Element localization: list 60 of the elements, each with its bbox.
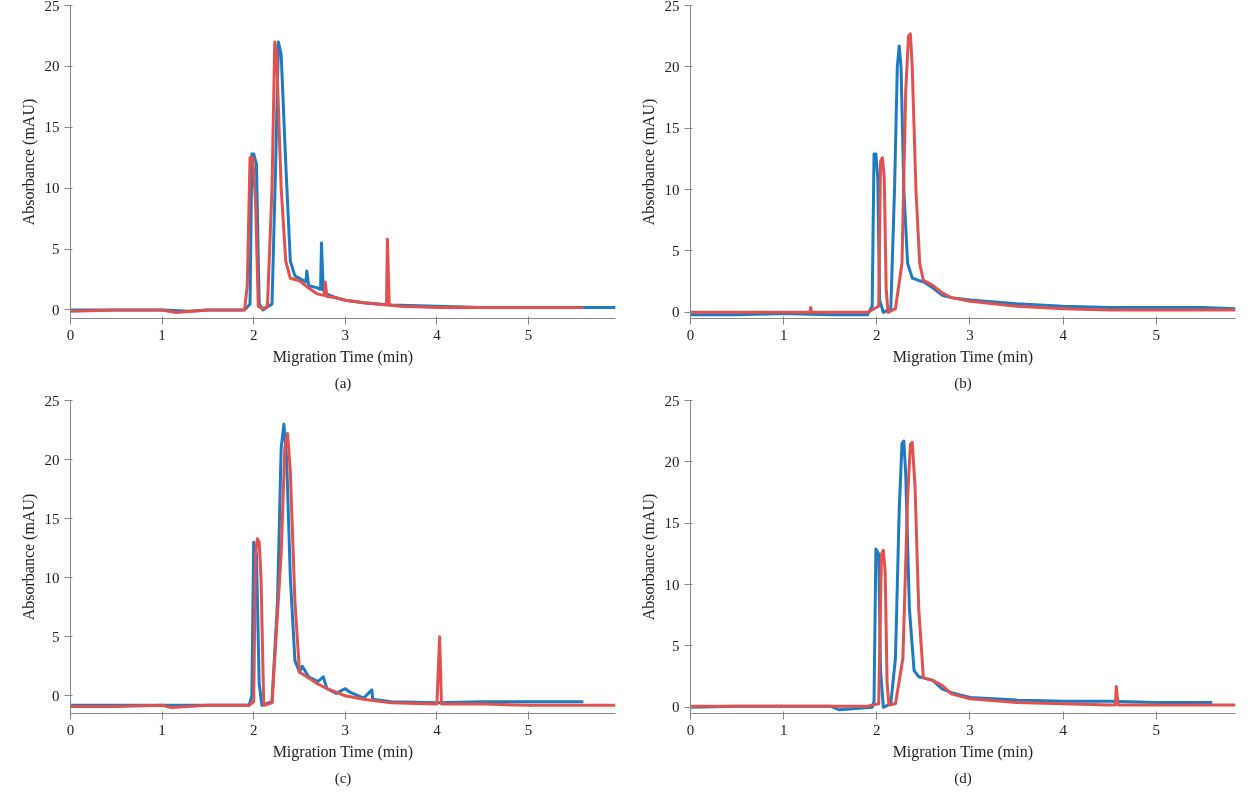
y-tick-label: 20 (664, 453, 680, 470)
x-tick-label: 0 (686, 326, 695, 343)
y-tick-label: 20 (664, 58, 680, 75)
text: (a) (334, 374, 352, 392)
text: (d) (954, 769, 972, 787)
y-tick-label: 5 (52, 241, 60, 258)
y-tick-label: 15 (44, 510, 60, 527)
y-tick-label: 10 (44, 569, 60, 586)
x-tick-label: 4 (1059, 326, 1068, 343)
x-tick-label: 5 (524, 721, 533, 738)
x-axis-title: Migration Time (min) (892, 742, 1034, 761)
x-tick-label: 3 (341, 721, 350, 738)
x-tick-label: 1 (158, 721, 166, 738)
x-tick-label: 5 (524, 326, 533, 343)
y-tick-label: 15 (664, 120, 680, 137)
y-axis-title: Absorbance (mAU) (19, 98, 38, 226)
y-tick-label: 25 (664, 0, 680, 14)
y-tick-label: 10 (664, 181, 680, 198)
y-tick-label: 10 (664, 576, 680, 593)
y-tick-label: 25 (44, 0, 60, 14)
y-tick-label: 25 (664, 392, 680, 409)
y-tick-label: 0 (52, 687, 60, 704)
x-tick-label: 5 (1152, 721, 1161, 738)
x-axis-title: Migration Time (min) (272, 347, 414, 366)
x-tick-label: 0 (66, 721, 75, 738)
y-tick-label: 0 (52, 301, 60, 318)
x-tick-label: 3 (966, 721, 974, 738)
y-tick-label: 25 (44, 392, 60, 409)
y-axis-title: Absorbance (mAU) (639, 493, 658, 621)
x-tick-label: 3 (966, 326, 974, 343)
y-tick-label: 5 (672, 242, 680, 259)
x-tick-label: 0 (686, 721, 695, 738)
y-tick-label: 20 (44, 451, 60, 468)
y-tick-label: 5 (672, 637, 680, 654)
x-axis-title: Migration Time (min) (272, 742, 414, 761)
x-tick-label: 4 (433, 721, 442, 738)
y-axis-title: Absorbance (mAU) (19, 493, 38, 621)
y-tick-label: 0 (672, 699, 680, 716)
y-tick-label: 15 (664, 515, 680, 532)
x-tick-label: 4 (433, 326, 442, 343)
x-tick-label: 5 (1152, 326, 1161, 343)
y-tick-label: 0 (672, 304, 680, 321)
x-tick-label: 2 (249, 721, 258, 738)
y-tick-label: 10 (44, 180, 60, 197)
y-tick-label: 5 (52, 628, 60, 645)
x-tick-label: 1 (779, 326, 788, 343)
y-tick-label: 20 (44, 58, 60, 75)
text: (c) (334, 769, 352, 787)
x-tick-label: 4 (1059, 721, 1068, 738)
text: (b) (954, 374, 972, 392)
x-tick-label: 1 (158, 326, 166, 343)
x-tick-label: 1 (779, 721, 788, 738)
x-tick-label: 2 (873, 326, 881, 343)
x-tick-label: 0 (66, 326, 75, 343)
x-tick-label: 2 (873, 721, 881, 738)
y-axis-title: Absorbance (mAU) (639, 98, 658, 226)
x-tick-label: 3 (341, 326, 350, 343)
y-tick-label: 15 (44, 119, 60, 136)
x-tick-label: 2 (249, 326, 258, 343)
x-axis-title: Migration Time (min) (892, 347, 1034, 366)
